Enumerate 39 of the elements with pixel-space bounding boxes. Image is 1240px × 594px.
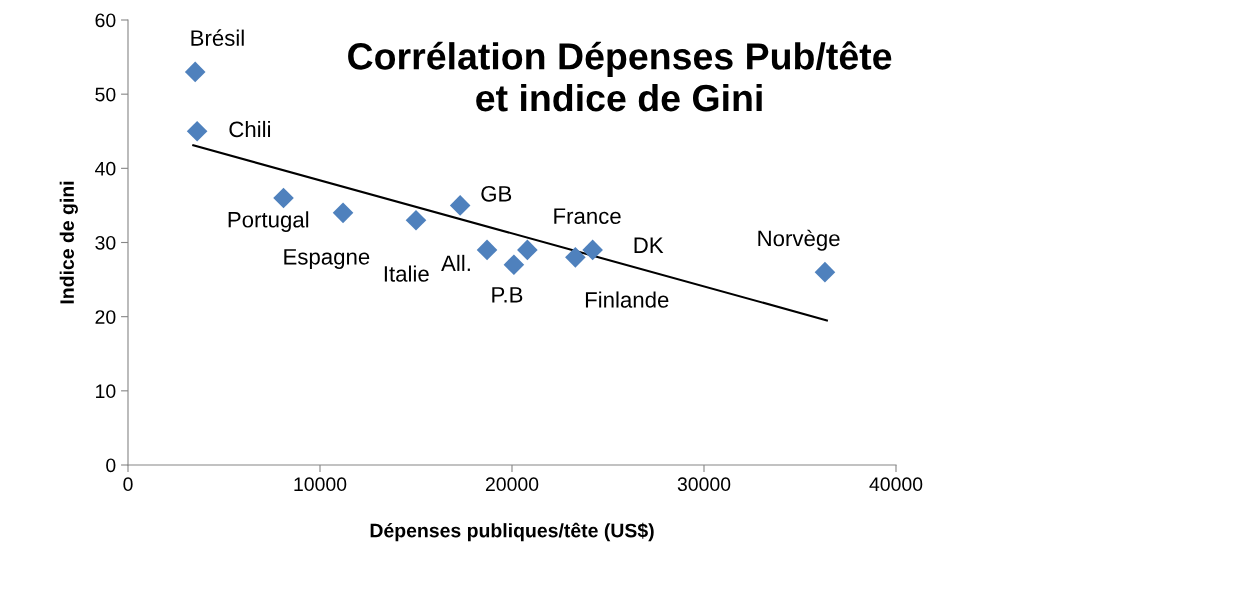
annotation: P.B (492, 287, 523, 303)
y-tick-label: 40 (95, 161, 116, 176)
x-tick-label: 40000 (869, 477, 923, 492)
point (517, 239, 538, 261)
x-tick-label: 30000 (677, 477, 731, 492)
annotation: DK (634, 237, 664, 253)
annotation: Norvège (758, 229, 840, 251)
point (565, 247, 586, 268)
annotation: All. (441, 254, 470, 271)
y-tick-label: 50 (95, 87, 116, 102)
annotation: Chili (229, 120, 271, 138)
point (273, 187, 294, 209)
point (503, 254, 525, 276)
point (449, 195, 471, 216)
annotation: Brésil (191, 29, 244, 46)
y-axis-title: Indice de gini (59, 181, 78, 304)
x-tick-label: 0 (123, 477, 133, 492)
point (405, 209, 427, 231)
annotation: GB (481, 185, 512, 202)
y-tick-label: 20 (95, 310, 116, 324)
annotation: Finlande (585, 291, 669, 308)
y-tick-label: 60 (95, 13, 116, 28)
point (476, 239, 498, 261)
annotation: Italie (384, 265, 429, 282)
y-tick-label: 0 (106, 458, 116, 473)
y-tick-label: 10 (96, 384, 116, 399)
point (814, 261, 836, 283)
x-axis-title: Dépenses publiques/tête (US$) (370, 522, 654, 542)
text: Corrélation Dépenses Pub/tête et indice de Gini (348, 41, 892, 112)
point (582, 239, 603, 261)
annotation: Portugal (228, 211, 309, 232)
x-tick-label: 20000 (485, 477, 539, 492)
point (186, 120, 208, 142)
annotation: France (554, 208, 621, 224)
point (332, 202, 354, 224)
y-tick-label: 30 (95, 235, 116, 250)
point (184, 61, 206, 83)
annotation: Espagne (284, 249, 370, 270)
x-tick-label: 10000 (294, 477, 347, 492)
